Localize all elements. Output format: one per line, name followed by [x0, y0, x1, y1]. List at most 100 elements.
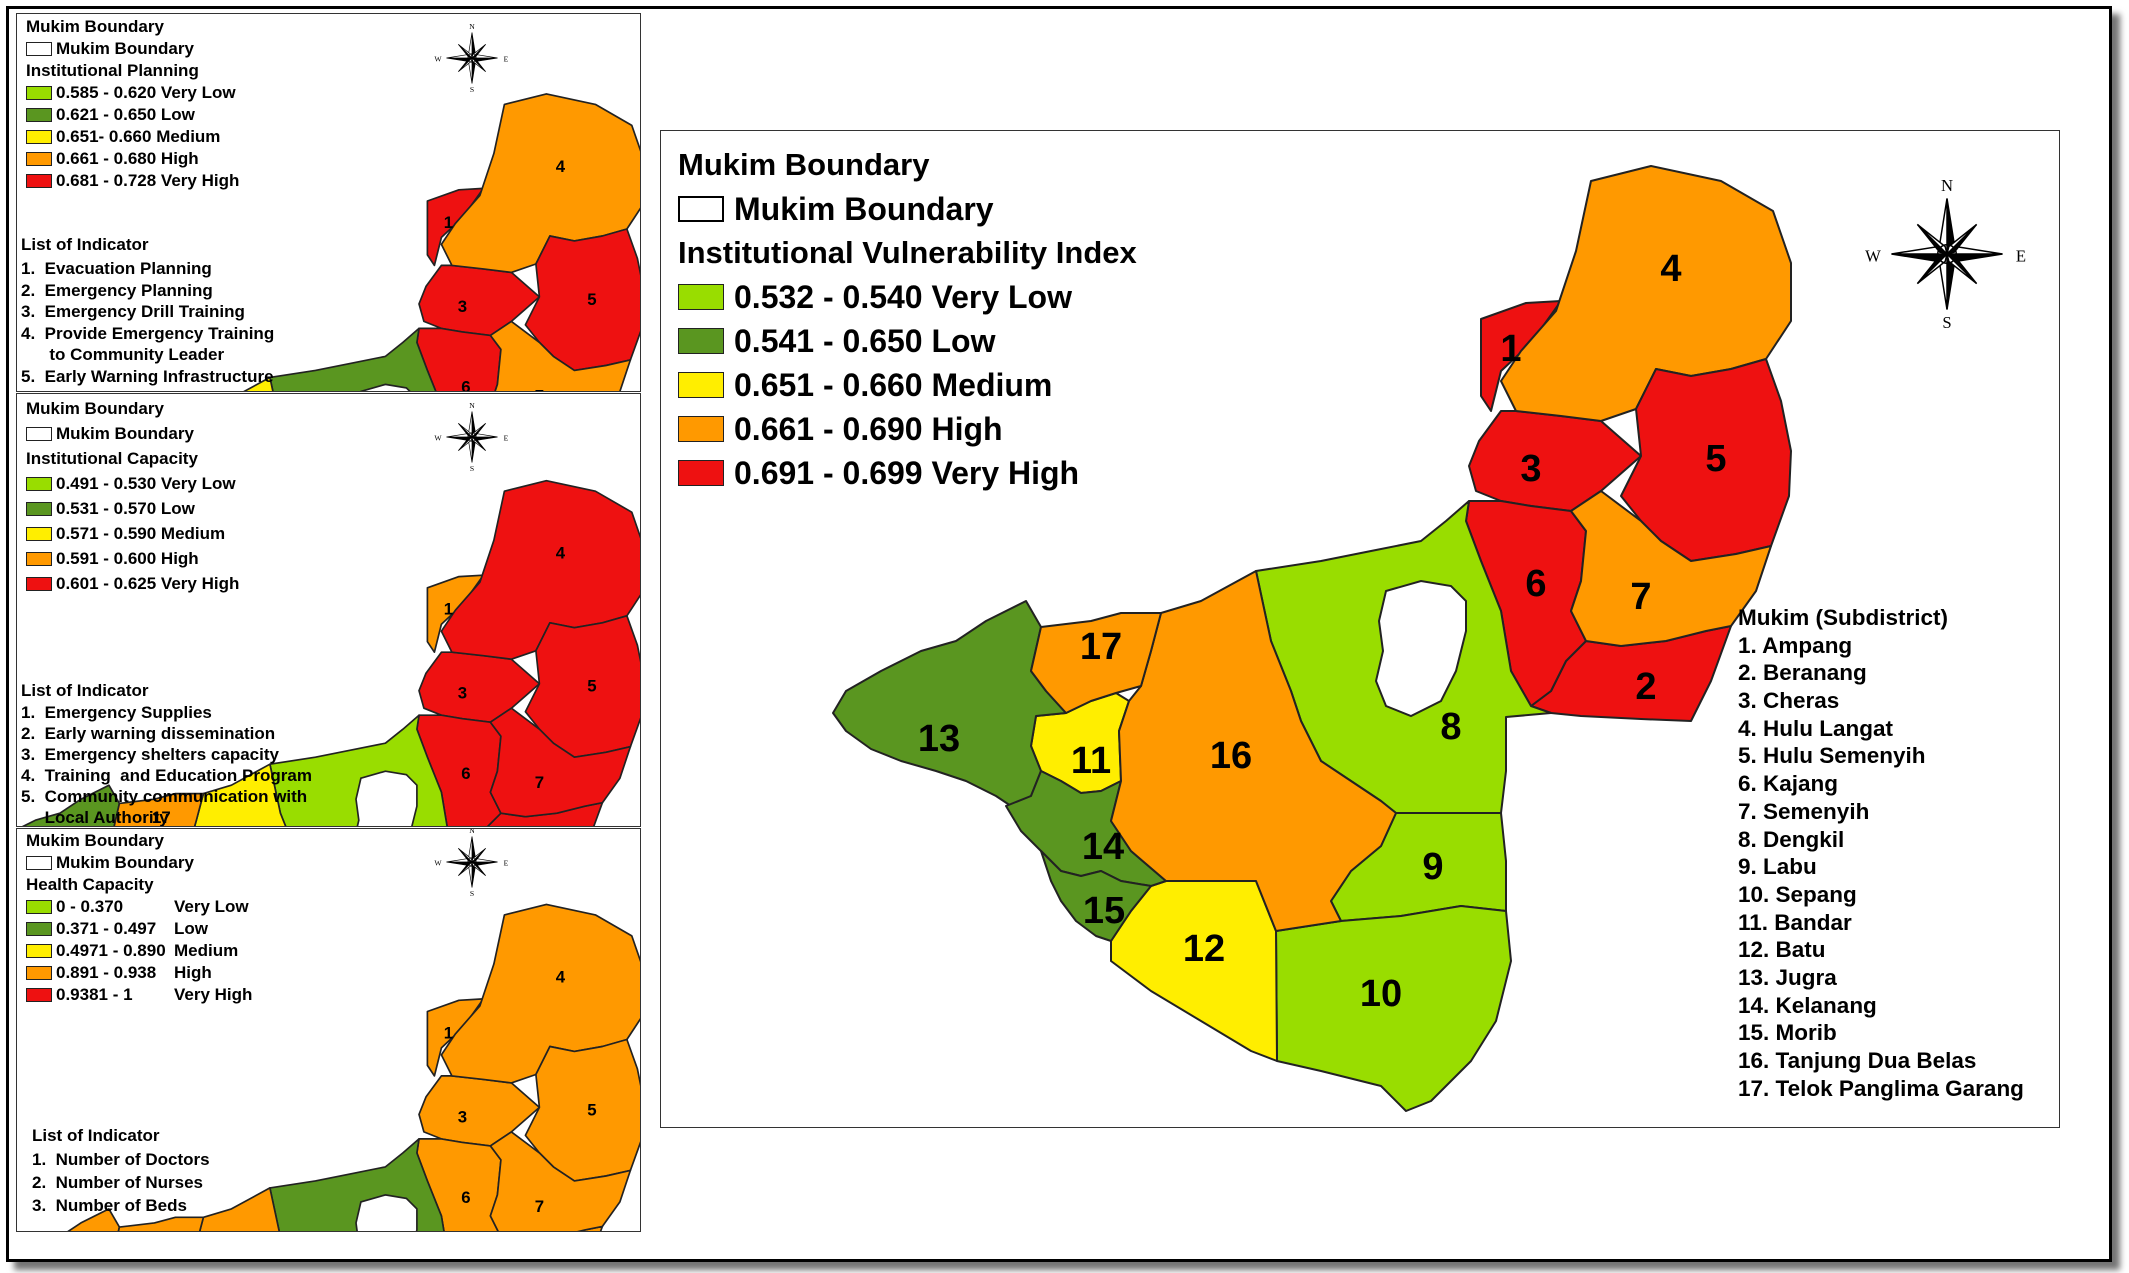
region-5-area: [524, 228, 640, 372]
compass-point-icon: [458, 435, 473, 451]
legend-index-title: Institutional Capacity: [26, 448, 198, 468]
region-number-label: 6: [461, 764, 470, 783]
legend-swatch-icon: [26, 130, 52, 144]
capacity-legend: Mukim Boundary Mukim Boundary Institutio…: [26, 396, 239, 596]
region-13-area: [67, 1208, 121, 1231]
compass-point-icon: [458, 860, 473, 876]
legend-swatch-icon: [26, 501, 52, 516]
indicator-item: 1. Emergency Supplies: [21, 703, 212, 722]
health-compass-icon: N S E W: [434, 829, 508, 898]
indicator-item: 1. Number of Doctors: [32, 1150, 210, 1169]
region-number-label: 15: [1083, 890, 1125, 932]
subdistrict-item: 16. Tanjung Dua Belas: [1738, 1048, 1977, 1073]
capacity-compass-icon: N S E W: [434, 401, 508, 473]
legend-index-title: Institutional Planning: [26, 61, 199, 80]
indicator-title: List of Indicator: [21, 235, 149, 254]
map-hole-area: [1374, 579, 1467, 718]
subdistrict-item: 10. Sepang: [1738, 881, 1857, 907]
legend-heading: Mukim Boundary: [26, 398, 164, 418]
legend-swatch-icon: [678, 284, 724, 310]
region-10-area: [1275, 905, 1512, 1112]
planning-compass-icon: N S E W: [434, 22, 508, 94]
subdistrict-item: 14. Kelanang: [1738, 992, 1877, 1018]
region-number-label: 7: [1630, 576, 1651, 618]
compass-point-icon: [458, 423, 473, 439]
compass-e-label: E: [2016, 247, 2026, 266]
region-number-label: 7: [535, 773, 544, 792]
legend-class-level: Very High: [174, 985, 253, 1004]
legend-class-2: 0.651- 0.660 Medium: [26, 126, 239, 148]
region-number-label: 12: [1183, 928, 1225, 970]
indicator-item: 3. Emergency Drill Training: [21, 302, 245, 321]
legend-boundary: Mukim Boundary: [26, 852, 252, 874]
legend-boundary-label: Mukim Boundary: [56, 39, 194, 58]
region-16-area: [198, 1187, 280, 1231]
indicator-title: List of Indicator: [21, 681, 149, 700]
legend-swatch-icon: [678, 372, 724, 398]
subdistrict-title: Mukim (Subdistrict): [1738, 605, 1949, 630]
legend-class-label: 0.661 - 0.680 High: [56, 149, 199, 168]
legend-swatch-icon: [678, 328, 724, 354]
legend-boundary: Mukim Boundary: [26, 38, 239, 60]
legend-class-label: 0.491 - 0.530 Very Low: [56, 473, 236, 493]
compass-w-label: W: [434, 858, 442, 867]
legend-class-0: 0.585 - 0.620 Very Low: [26, 82, 239, 104]
region-5-area: [1620, 358, 1792, 562]
legend-class-label: 0.681 - 0.728 Very High: [56, 171, 240, 190]
region-number-label: 7: [535, 386, 544, 391]
legend-swatch-icon: [26, 922, 52, 936]
subdistrict-item: 1. Ampang: [1738, 632, 1853, 658]
legend-class-4: 0.681 - 0.728 Very High: [26, 170, 239, 192]
legend-class-3: 0.891 - 0.938 High: [26, 962, 252, 984]
compass-n-label: N: [1941, 176, 1953, 195]
legend-class-label: 0.691 - 0.699 Very High: [734, 454, 1080, 491]
subdistrict-item: 6. Kajang: [1738, 771, 1839, 797]
legend-class-1: 0.541 - 0.650 Low: [678, 319, 1137, 363]
compass-n-label: N: [469, 401, 475, 410]
indicator-item: 5. Community communication with: [21, 787, 308, 806]
planning-indicator-list: List of Indicator 1. Evacuation Planning…: [21, 236, 274, 389]
compass-point-icon: [471, 44, 486, 60]
map-hole-area: [360, 383, 411, 391]
legend-class-4: 0.691 - 0.699 Very High: [678, 451, 1137, 495]
region-number-label: 8: [1440, 706, 1461, 748]
compass-e-label: E: [504, 54, 509, 63]
compass-e-label: E: [504, 858, 509, 867]
legend-class-0: 0.491 - 0.530 Very Low: [26, 471, 239, 496]
legend-swatch-icon: [26, 944, 52, 958]
region-number-label: 2: [1635, 666, 1656, 708]
region-3-area: [418, 1075, 541, 1147]
compass-w-label: W: [434, 54, 442, 63]
legend-swatch-icon: [26, 988, 52, 1002]
subdistrict-item: 3. Cheras: [1738, 688, 1840, 714]
subdistrict-list: Mukim (Subdistrict) 1. Ampang 2. Beranang…: [1738, 604, 2024, 1101]
legend-class-level: Very Low: [174, 897, 249, 916]
legend-class-4: 0.601 - 0.625 Very High: [26, 571, 239, 596]
capacity-indicator-list: List of Indicator 1. Emergency Supplies 2…: [21, 681, 312, 826]
region-8-area: [269, 327, 437, 391]
legend-class-label: 0.531 - 0.570 Low: [56, 498, 195, 518]
subdistrict-item: 17. Telok Panglima Garang: [1738, 1075, 2024, 1101]
indicator-item: 3. Emergency shelters capacity: [21, 745, 279, 764]
legend-swatch-icon: [26, 108, 52, 122]
legend-swatch-icon: [678, 460, 724, 486]
indicator-item: 2. Early warning dissemination: [21, 724, 276, 743]
compass-n-label: N: [469, 829, 475, 835]
region-7-area: [1570, 490, 1772, 647]
legend-class-label: 0.601 - 0.625 Very High: [56, 573, 240, 593]
subdistrict-item: 2. Beranang: [1738, 660, 1867, 686]
legend-swatch-icon: [26, 86, 52, 100]
legend-swatch-icon: [26, 551, 52, 566]
legend-class-0: 0.532 - 0.540 Very Low: [678, 275, 1137, 319]
region-number-label: 4: [556, 544, 566, 563]
legend-class-label: 0.585 - 0.620 Very Low: [56, 83, 236, 102]
region-7-area: [489, 707, 632, 818]
compass-s-label: S: [470, 889, 474, 898]
legend-class-label: 0.661 - 0.690 High: [734, 410, 1003, 447]
region-number-label: 17: [152, 808, 171, 826]
region-number-label: 6: [461, 377, 470, 391]
